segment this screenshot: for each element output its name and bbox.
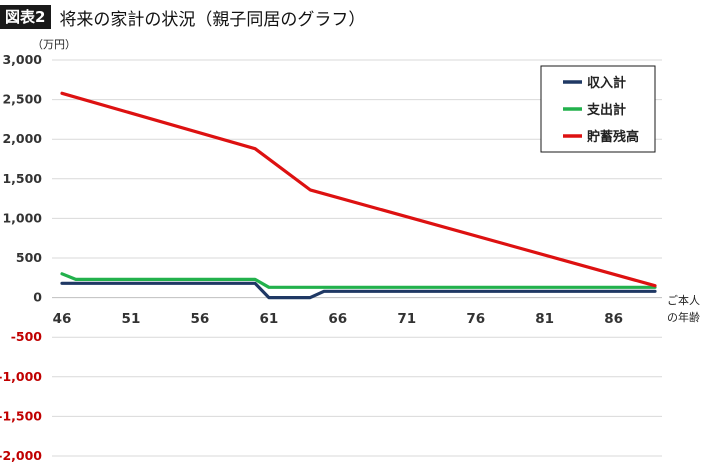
x-tick-label: 66	[328, 311, 347, 327]
series-line	[60, 281, 657, 300]
y-tick-label: 2,000	[2, 131, 42, 146]
series-line	[60, 91, 657, 288]
x-tick-label: 86	[604, 311, 623, 327]
y-tick-label: 1,500	[2, 171, 42, 186]
y-tick-label: -1,000	[0, 369, 42, 384]
gridlines	[52, 59, 662, 457]
y-tick-label: 1,000	[2, 210, 42, 225]
legend-label: 支出計	[586, 102, 626, 118]
x-axis-ticks: 46 51 56 61 66 71 76 81 86	[53, 311, 623, 327]
x-tick-label: 46	[53, 311, 72, 327]
x-tick-label: 76	[466, 311, 485, 327]
figure-badge: 図表2	[0, 5, 52, 29]
y-tick-label: 2,500	[2, 92, 42, 107]
y-tick-label: 500	[16, 250, 42, 265]
x-tick-label: 61	[259, 311, 278, 327]
x-axis-note-line1: ご本人	[667, 293, 700, 307]
x-axis-note-line2: の年齢	[667, 310, 700, 324]
legend-label: 収入計	[587, 75, 626, 91]
legend-label: 貯蓄残高	[587, 129, 639, 145]
y-unit-label: （万円）	[32, 38, 76, 51]
series-line	[60, 272, 657, 289]
x-tick-label: 81	[535, 311, 554, 327]
y-tick-label: -500	[11, 329, 43, 344]
figure-title: 将来の家計の状況（親子同居のグラフ）	[59, 9, 366, 30]
y-tick-label: 0	[33, 290, 42, 305]
legend-box	[540, 65, 656, 153]
x-tick-label: 71	[397, 311, 416, 327]
y-tick-label: 3,000	[2, 52, 42, 67]
y-axis-ticks: 3,000 2,500 2,000 1,500 1,000 500 0 -500 -1,000 -…	[0, 52, 42, 463]
x-tick-label: 56	[191, 311, 210, 327]
figure-header: 図表2 将来の家計の状況（親子同居のグラフ）	[0, 4, 365, 30]
x-tick-label: 51	[122, 311, 141, 327]
series-lines	[60, 91, 657, 300]
y-tick-label: -2,000	[0, 448, 42, 463]
y-tick-label: -1,500	[0, 408, 42, 423]
